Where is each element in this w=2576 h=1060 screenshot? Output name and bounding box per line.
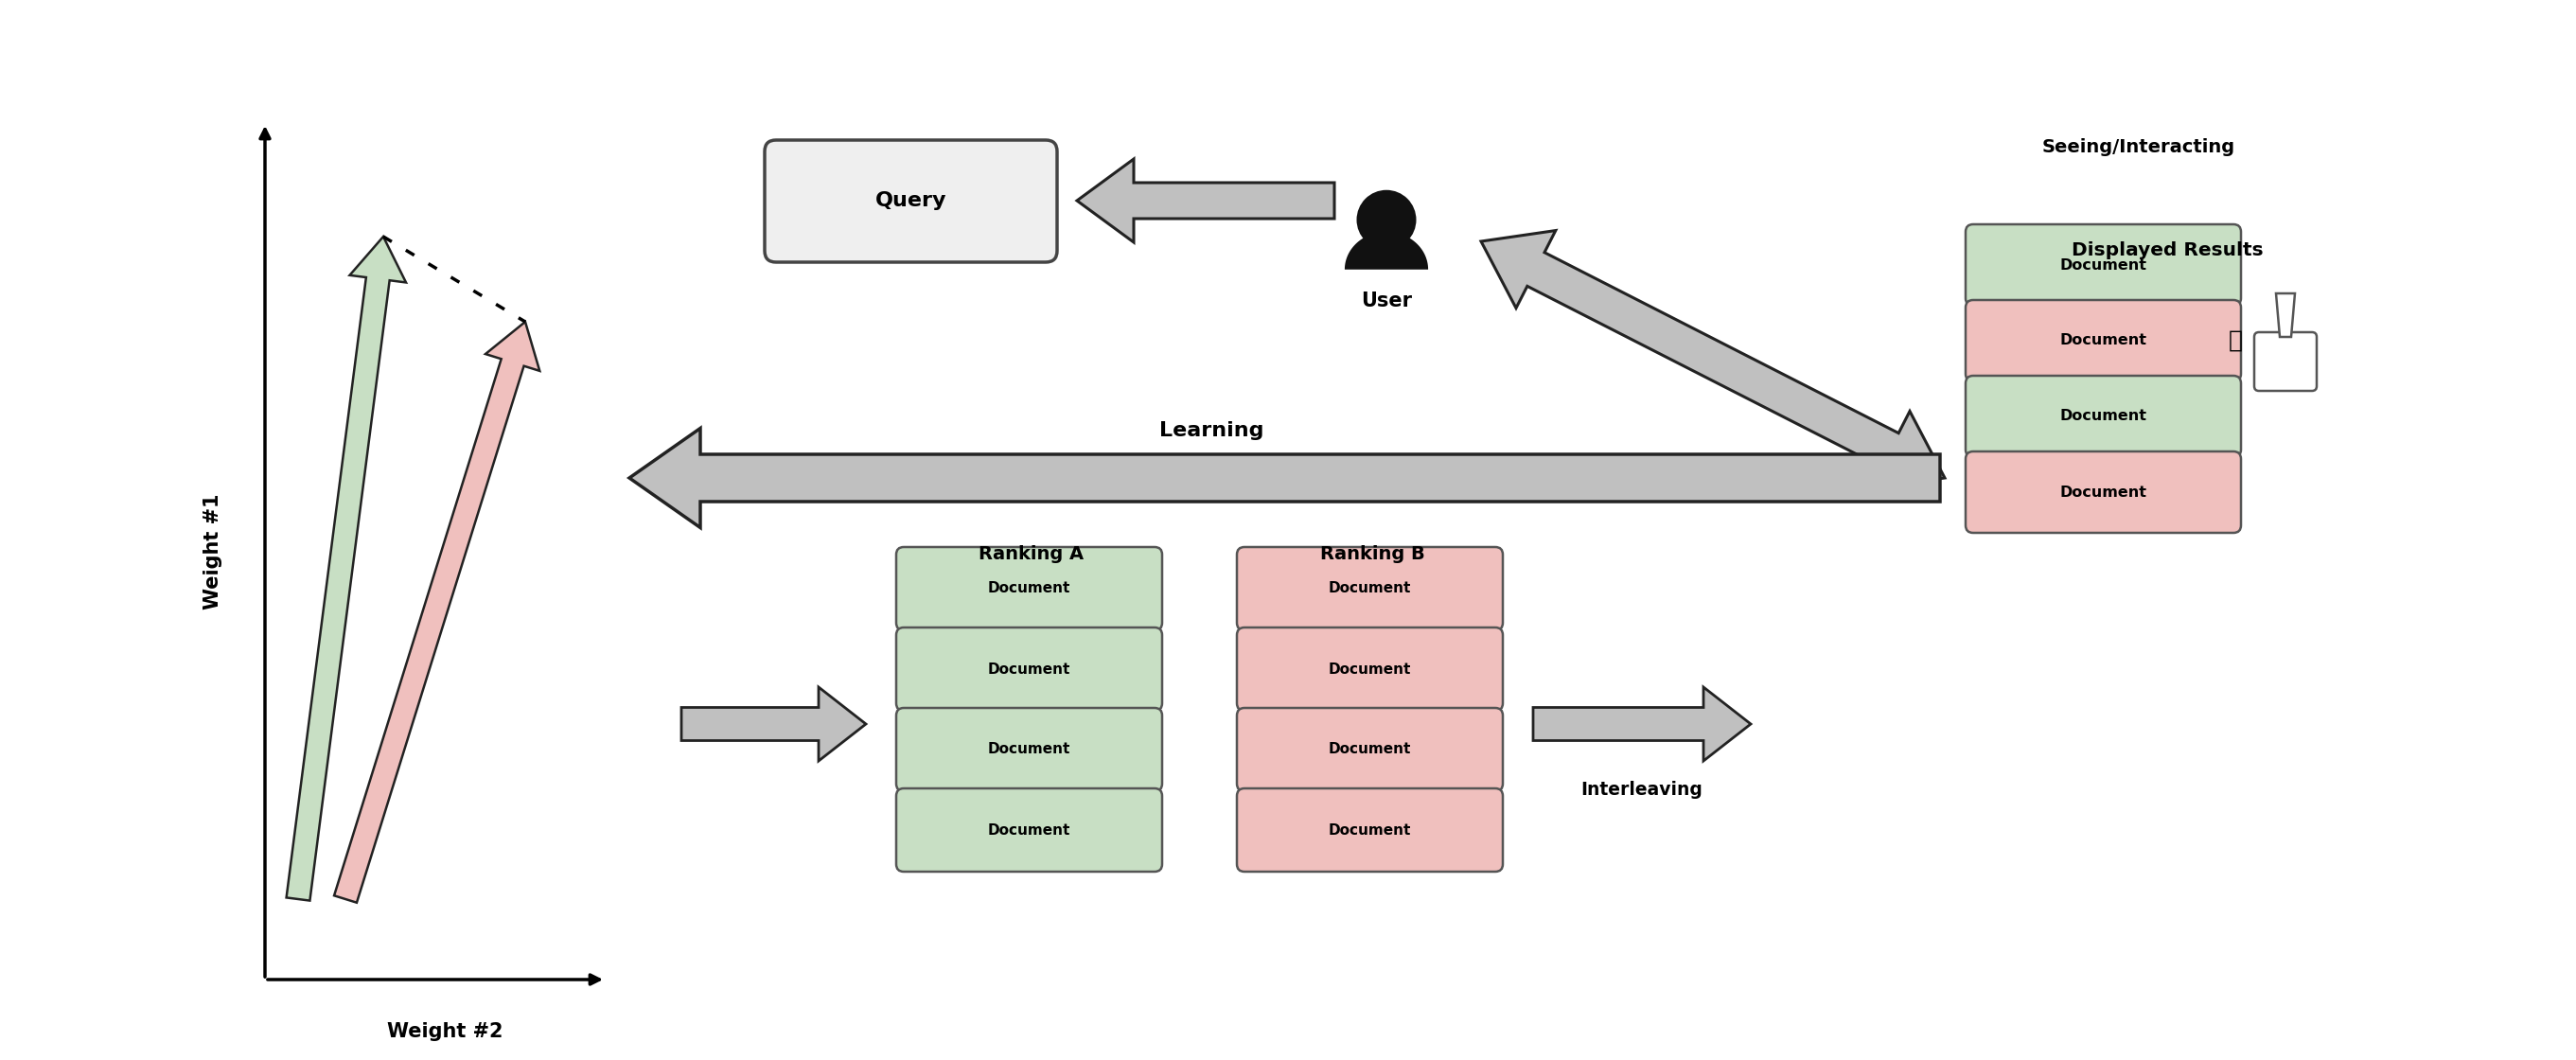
FancyBboxPatch shape bbox=[765, 140, 1056, 262]
FancyBboxPatch shape bbox=[1965, 452, 2241, 533]
Polygon shape bbox=[2277, 294, 2295, 337]
FancyBboxPatch shape bbox=[1236, 547, 1502, 631]
Text: Weight #2: Weight #2 bbox=[386, 1022, 502, 1041]
FancyArrow shape bbox=[286, 236, 407, 901]
FancyBboxPatch shape bbox=[1236, 789, 1502, 871]
Text: Document: Document bbox=[2061, 258, 2146, 272]
Text: 🖱: 🖱 bbox=[2228, 330, 2244, 352]
Text: Document: Document bbox=[987, 742, 1072, 757]
Text: Displayed Results: Displayed Results bbox=[2071, 242, 2264, 260]
Text: Weight #1: Weight #1 bbox=[204, 493, 222, 610]
Circle shape bbox=[1358, 190, 1417, 249]
Text: Ranking B: Ranking B bbox=[1319, 545, 1425, 563]
FancyArrow shape bbox=[335, 322, 541, 903]
Text: Ranking A: Ranking A bbox=[979, 545, 1084, 563]
FancyBboxPatch shape bbox=[1965, 225, 2241, 305]
Text: Document: Document bbox=[1329, 823, 1412, 837]
FancyBboxPatch shape bbox=[1236, 708, 1502, 791]
FancyBboxPatch shape bbox=[896, 789, 1162, 871]
Polygon shape bbox=[1481, 230, 1945, 489]
FancyBboxPatch shape bbox=[1965, 375, 2241, 457]
FancyBboxPatch shape bbox=[896, 708, 1162, 791]
FancyArrow shape bbox=[683, 687, 866, 761]
FancyArrow shape bbox=[1533, 687, 1752, 761]
Text: Document: Document bbox=[2061, 485, 2146, 499]
Text: Document: Document bbox=[1329, 662, 1412, 676]
Text: Interleaving: Interleaving bbox=[1582, 781, 1703, 799]
FancyBboxPatch shape bbox=[896, 547, 1162, 631]
FancyArrow shape bbox=[1077, 159, 1334, 243]
Text: Query: Query bbox=[876, 192, 945, 211]
FancyBboxPatch shape bbox=[896, 628, 1162, 711]
Polygon shape bbox=[1345, 232, 1427, 269]
Text: Learning: Learning bbox=[1159, 421, 1265, 440]
Text: Document: Document bbox=[1329, 582, 1412, 596]
FancyBboxPatch shape bbox=[1965, 300, 2241, 382]
Text: Document: Document bbox=[987, 662, 1072, 676]
Text: Document: Document bbox=[987, 823, 1072, 837]
Text: Document: Document bbox=[2061, 409, 2146, 424]
Text: Document: Document bbox=[2061, 334, 2146, 348]
Text: User: User bbox=[1360, 292, 1412, 311]
FancyBboxPatch shape bbox=[2254, 332, 2316, 391]
FancyArrow shape bbox=[629, 428, 1940, 528]
FancyBboxPatch shape bbox=[1236, 628, 1502, 711]
Text: Document: Document bbox=[987, 582, 1072, 596]
Text: Document: Document bbox=[1329, 742, 1412, 757]
Text: Seeing/Interacting: Seeing/Interacting bbox=[2043, 138, 2236, 156]
